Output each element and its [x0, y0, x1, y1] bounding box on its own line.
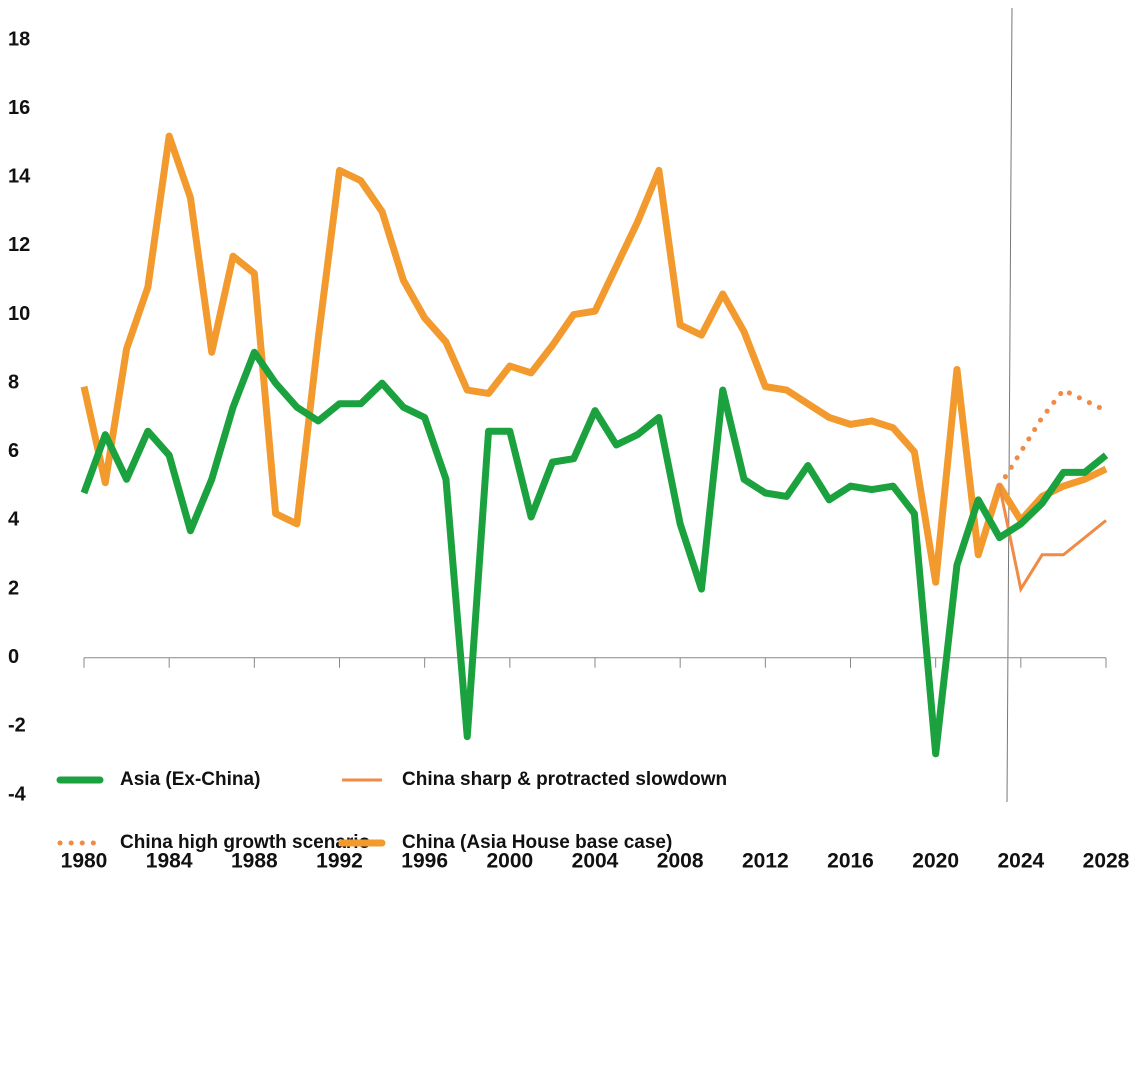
legend-label: China (Asia House base case)	[402, 832, 672, 853]
x-tick-label: 2000	[486, 850, 533, 873]
x-tick-label: 2028	[1083, 850, 1130, 873]
x-tick-label: 1984	[146, 850, 193, 873]
y-tick-label: 6	[8, 440, 19, 462]
legend-label: China high growth scenario	[120, 832, 370, 853]
x-tick-label: 2020	[912, 850, 959, 873]
series-line	[998, 485, 1107, 594]
y-tick-label: 8	[8, 371, 19, 393]
legend-label: China sharp & protracted slowdown	[402, 769, 727, 790]
y-tick-label: 4	[8, 509, 20, 531]
series-line	[80, 132, 1108, 586]
y-tick-label: -4	[8, 783, 27, 805]
legend-label: Asia (Ex-China)	[120, 769, 260, 790]
x-tick-label: 2012	[742, 850, 789, 873]
y-tick-label: 14	[8, 166, 31, 188]
series-line	[997, 386, 1109, 489]
x-tick-label: 1988	[231, 850, 278, 873]
x-tick-label: 1992	[316, 850, 363, 873]
y-tick-label: -2	[8, 715, 26, 737]
y-tick-label: 12	[8, 234, 30, 256]
y-tick-label: 0	[8, 646, 19, 668]
x-tick-label: 1980	[61, 850, 108, 873]
x-tick-label: 2024	[997, 850, 1044, 873]
x-tick-label: 2004	[572, 850, 619, 873]
series-line	[80, 348, 1109, 758]
x-tick-label: 2016	[827, 850, 874, 873]
y-tick-label: 10	[8, 303, 30, 325]
x-tick-label: 1996	[401, 850, 448, 873]
forecast-divider	[1006, 7, 1013, 803]
y-tick-label: 2	[8, 577, 19, 599]
y-tick-label: 18	[8, 28, 30, 50]
y-tick-label: 16	[8, 97, 30, 119]
x-tick-label: 2008	[657, 850, 704, 873]
